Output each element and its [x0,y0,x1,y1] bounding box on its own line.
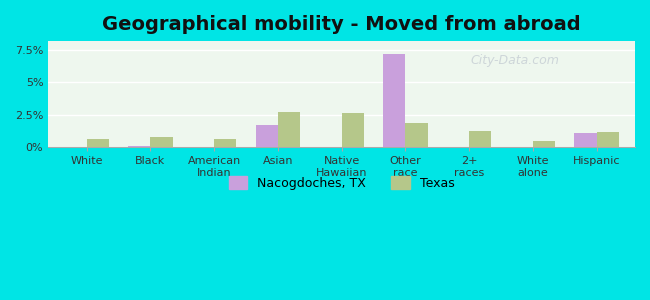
Bar [406,123,428,147]
Text: City-Data.com: City-Data.com [471,54,560,67]
Bar [469,131,491,147]
Bar [278,112,300,147]
Title: Geographical mobility - Moved from abroad: Geographical mobility - Moved from abroa… [102,15,581,34]
Bar [214,140,237,147]
Bar [128,146,150,147]
Legend: Nacogdoches, TX, Texas: Nacogdoches, TX, Texas [222,170,461,196]
Bar [383,54,406,147]
Bar [150,137,173,147]
Bar [597,132,619,147]
Bar [86,140,109,147]
Bar [342,113,364,147]
Bar [255,125,278,147]
Bar [533,141,555,147]
Bar [575,133,597,147]
